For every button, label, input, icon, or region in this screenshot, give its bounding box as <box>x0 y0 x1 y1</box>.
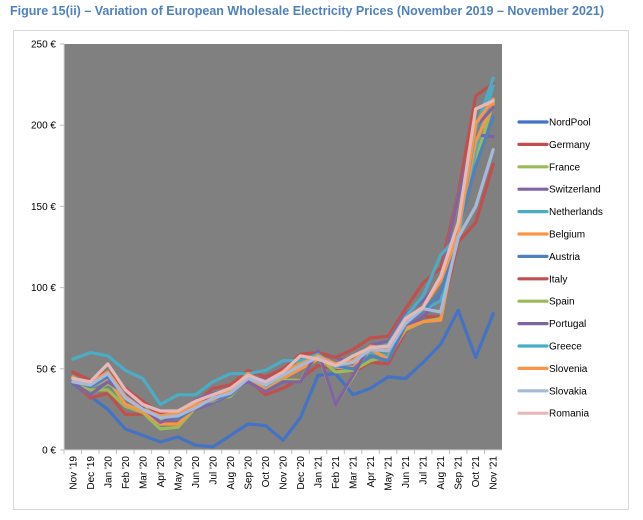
legend-label-italy: Italy <box>549 274 567 285</box>
legend-label-austria: Austria <box>549 252 581 263</box>
x-tick-label: Dec '20 <box>296 456 307 490</box>
chart-title: Figure 15(ii) – Variation of European Wh… <box>10 4 604 18</box>
legend-label-slovenia: Slovenia <box>549 364 588 375</box>
x-tick-label: Aug '21 <box>436 456 447 490</box>
legend-label-spain: Spain <box>549 297 575 308</box>
legend-label-slovakia: Slovakia <box>549 386 587 397</box>
x-tick-label: Nov '21 <box>489 456 500 490</box>
x-tick-label: Nov '19 <box>68 456 79 490</box>
x-tick-label: Apr '21 <box>366 456 377 488</box>
y-tick-label: 250 € <box>31 40 56 51</box>
x-tick-label: Dec '19 <box>86 456 97 490</box>
x-tick-label: Feb '20 <box>121 456 132 489</box>
y-tick-label: 150 € <box>31 202 56 213</box>
y-tick-label: 50 € <box>37 364 57 375</box>
legend-label-switzerland: Switzerland <box>549 185 601 196</box>
x-tick-label: Oct '21 <box>471 456 482 488</box>
x-tick-label: Mar '20 <box>138 456 149 489</box>
series-line-italy <box>71 81 495 416</box>
x-tick-label: Feb '21 <box>331 456 342 489</box>
x-tick-label: Jul '21 <box>419 456 430 485</box>
series-line-romania <box>71 99 495 413</box>
x-tick-label: Oct '20 <box>261 456 272 488</box>
x-tick-label: Jan '20 <box>103 456 114 488</box>
series-line-nordpool <box>71 308 495 449</box>
legend-label-nordpool: NordPool <box>549 118 591 129</box>
x-tick-label: Mar '21 <box>349 456 360 489</box>
legend-label-romania: Romania <box>549 409 589 420</box>
x-tick-label: Sep '20 <box>243 456 254 490</box>
legend-label-germany: Germany <box>549 140 590 151</box>
x-tick-label: May '21 <box>384 456 395 491</box>
legend-label-france: France <box>549 162 581 173</box>
legend-label-portugal: Portugal <box>549 319 586 330</box>
x-tick-label: Apr '20 <box>156 456 167 488</box>
x-tick-label: May '20 <box>173 456 184 491</box>
series-line-greece <box>71 76 495 407</box>
x-tick-label: Jun '20 <box>191 456 202 488</box>
x-tick-label: Jul '20 <box>208 456 219 485</box>
x-tick-label: Sep '21 <box>454 456 465 490</box>
y-tick-label: 100 € <box>31 283 56 294</box>
legend-label-netherlands: Netherlands <box>549 207 603 218</box>
x-tick-label: Jan '21 <box>314 456 325 488</box>
x-tick-label: Aug '20 <box>226 456 237 490</box>
x-tick-label: Nov '20 <box>279 456 290 490</box>
legend-label-greece: Greece <box>549 342 582 353</box>
chart-svg: 0 € 50 € 100 € 150 € 200 € 250 € Nov '19 Dec '1… <box>31 40 603 491</box>
y-tick-label: 200 € <box>31 121 56 132</box>
x-tick-label: Jun '21 <box>401 456 412 488</box>
legend-label-belgium: Belgium <box>549 230 585 241</box>
y-tick-label: 0 € <box>42 446 56 457</box>
chart-frame: 0 € 50 € 100 € 150 € 200 € 250 € Nov '19 Dec '1… <box>13 30 629 510</box>
